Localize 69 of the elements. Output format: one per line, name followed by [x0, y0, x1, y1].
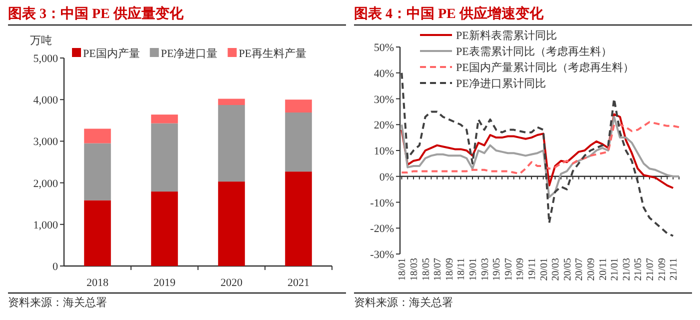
legend-label: PE净进口累计同比 [456, 77, 546, 90]
x-tick-label: 18/11 [456, 258, 468, 280]
bar [285, 100, 312, 112]
x-tick-label: 20/09 [586, 258, 597, 281]
legend-label: PE再生料产量 [238, 47, 307, 60]
y-tick-label: -20% [370, 223, 394, 236]
x-tick-label: 2021 [288, 277, 310, 289]
x-tick-label: 21/01 [610, 258, 621, 281]
x-tick-label: 2019 [154, 277, 176, 289]
x-tick-label: 19/01 [468, 258, 479, 281]
x-tick-label: 21/09 [656, 258, 668, 281]
y-tick-label: 1,000 [33, 219, 58, 232]
bar [84, 128, 111, 144]
x-tick-label: 19/11 [527, 258, 538, 280]
bar [151, 192, 178, 266]
x-tick-label: 19/09 [515, 258, 526, 281]
y-tick-label: 10% [374, 146, 394, 158]
x-tick-label: 19/05 [492, 258, 503, 281]
legend-label: PE国内产量累计同比（考虑再生料） [456, 61, 634, 74]
x-tick-label: 20/01 [538, 258, 550, 281]
x-tick-label: 18/03 [409, 258, 420, 281]
x-tick-label: 19/03 [480, 258, 491, 281]
bar [84, 143, 111, 200]
x-tick-label: 20/03 [550, 258, 562, 281]
y-tick-label: 0 [52, 261, 58, 273]
bar [84, 200, 111, 266]
bar [218, 105, 245, 182]
x-tick-label: 21/05 [633, 258, 644, 281]
line-series [400, 72, 674, 237]
x-tick-label: 2018 [86, 277, 109, 289]
y-tick-label: 30% [374, 94, 394, 106]
x-tick-label: 20/07 [574, 258, 586, 281]
bar [218, 98, 245, 106]
text: 资料来源：海关总署 [354, 296, 453, 309]
x-tick-label: 18/07 [432, 258, 444, 281]
x-tick-label: 19/07 [503, 258, 514, 281]
y-tick-label: 40% [374, 68, 394, 80]
y-tick-label: -10% [370, 197, 394, 210]
x-tick-label: 18/01 [397, 258, 408, 281]
legend-label: PE国内产量 [83, 47, 140, 60]
x-tick-label: 18/09 [444, 258, 456, 281]
x-tick-label: 20/05 [562, 258, 574, 281]
x-tick-label: 21/07 [645, 258, 656, 281]
y-tick-label: 5,000 [33, 53, 58, 65]
y-tick-label: 50% [374, 42, 394, 54]
x-tick-label: 20/11 [598, 258, 609, 280]
y-tick-label: 20% [374, 120, 394, 132]
bar [285, 112, 312, 172]
x-tick-label: 21/11 [668, 258, 680, 280]
chart-title: 图表 3：中国 PE 供应量变化 [8, 5, 184, 22]
y-axis-title: 万吨 [30, 34, 52, 47]
bar [151, 123, 178, 192]
legend-label: PE净进口量 [160, 47, 218, 60]
x-tick-label: 18/05 [420, 258, 432, 281]
y-tick-label: 0% [379, 171, 394, 184]
x-tick-label: 2020 [220, 277, 243, 289]
x-tick-label: 21/03 [621, 258, 632, 281]
y-tick-label: 4,000 [33, 94, 58, 107]
bar [218, 182, 245, 266]
legend-label: PE表需累计同比（考虑再生料） [456, 45, 612, 58]
bar [285, 172, 312, 266]
line-series [400, 113, 674, 190]
y-tick-label: 2,000 [33, 178, 58, 190]
chart-title: 图表 4：中国 PE 供应增速变化 [354, 5, 544, 22]
bar [151, 114, 178, 124]
y-tick-label: 3,000 [33, 136, 58, 148]
legend-label: PE新料表需累计同比 [456, 29, 557, 42]
y-tick-label: -30% [370, 249, 394, 261]
text: 资料来源：海关总署 [8, 296, 107, 309]
